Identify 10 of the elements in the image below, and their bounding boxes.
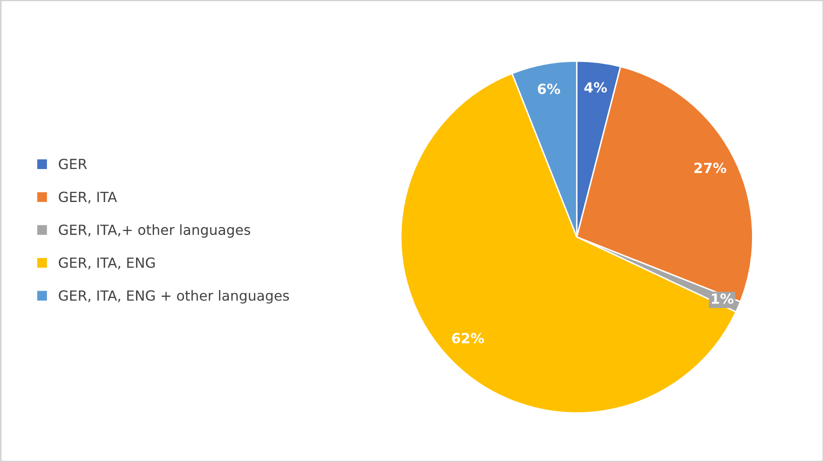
data-label: 27% — [694, 162, 726, 174]
legend-label: GER — [58, 158, 87, 170]
data-label: 6% — [538, 84, 560, 94]
data-label: 1% — [712, 293, 734, 304]
legend-label: GER, ITA,+ other languages — [58, 224, 250, 238]
legend-label: GER, ITA, ENG — [58, 257, 155, 270]
data-label: 62% — [452, 332, 484, 344]
data-label: 4% — [584, 82, 607, 93]
legend-label: GER, ITA, ENG + other languages — [58, 290, 289, 304]
legend-label: GER, ITA — [58, 192, 117, 204]
